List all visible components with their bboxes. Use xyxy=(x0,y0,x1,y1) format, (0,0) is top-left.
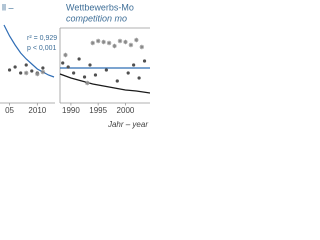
dot-point xyxy=(19,71,23,75)
fit-line xyxy=(59,73,150,94)
dot-point xyxy=(66,65,70,69)
dot-point xyxy=(126,71,130,75)
star-point xyxy=(117,38,123,44)
dot-point xyxy=(132,63,136,67)
dot-point xyxy=(137,76,141,80)
star-point xyxy=(35,71,40,77)
dot-point xyxy=(115,79,119,83)
dot-point xyxy=(104,68,108,72)
star-point xyxy=(123,39,128,45)
dot-point xyxy=(7,68,12,72)
x-tick-label: 2010 xyxy=(28,106,46,115)
star-point xyxy=(24,70,29,76)
chart-subtitle: competition mo xyxy=(66,13,127,23)
star-point xyxy=(95,38,101,44)
dot-point xyxy=(77,57,81,61)
x-tick-label: 1995 xyxy=(89,106,107,115)
star-point xyxy=(63,52,68,58)
dot-point xyxy=(72,71,76,75)
star-point xyxy=(85,80,90,86)
dot-point xyxy=(142,59,147,63)
x-tick-label: 1990 xyxy=(62,106,80,115)
figure: ll – r² = 0,929 p < 0,001 Wettbewerbs-Mo… xyxy=(0,0,150,150)
star-point xyxy=(139,44,145,50)
star-point xyxy=(101,39,106,45)
dot-point xyxy=(88,63,92,67)
dot-point xyxy=(24,63,28,67)
star-point xyxy=(40,69,46,75)
star-point xyxy=(90,40,95,46)
dot-point xyxy=(82,75,87,79)
fit-line xyxy=(3,24,55,78)
x-tick-label: 2000 xyxy=(117,106,135,115)
dot-point xyxy=(61,61,65,65)
star-point xyxy=(128,42,134,48)
dot-point xyxy=(93,73,98,77)
star-point xyxy=(134,37,139,43)
dot-point xyxy=(13,65,17,69)
star-point xyxy=(112,43,117,49)
chart-title: ll – xyxy=(2,2,14,12)
background xyxy=(0,0,150,150)
star-point xyxy=(106,40,112,46)
x-axis-label: Jahr – year xyxy=(107,120,148,129)
dot-point xyxy=(30,69,34,73)
x-tick-label: 05 xyxy=(5,106,14,115)
chart-title: Wettbewerbs-Mo xyxy=(66,2,134,12)
annotation: p < 0,001 xyxy=(27,45,56,52)
annotation: r² = 0,929 xyxy=(27,35,57,42)
dot-point xyxy=(41,66,45,70)
page: {"chart_data": [ {"type": "scatter", "ti… xyxy=(0,0,150,150)
